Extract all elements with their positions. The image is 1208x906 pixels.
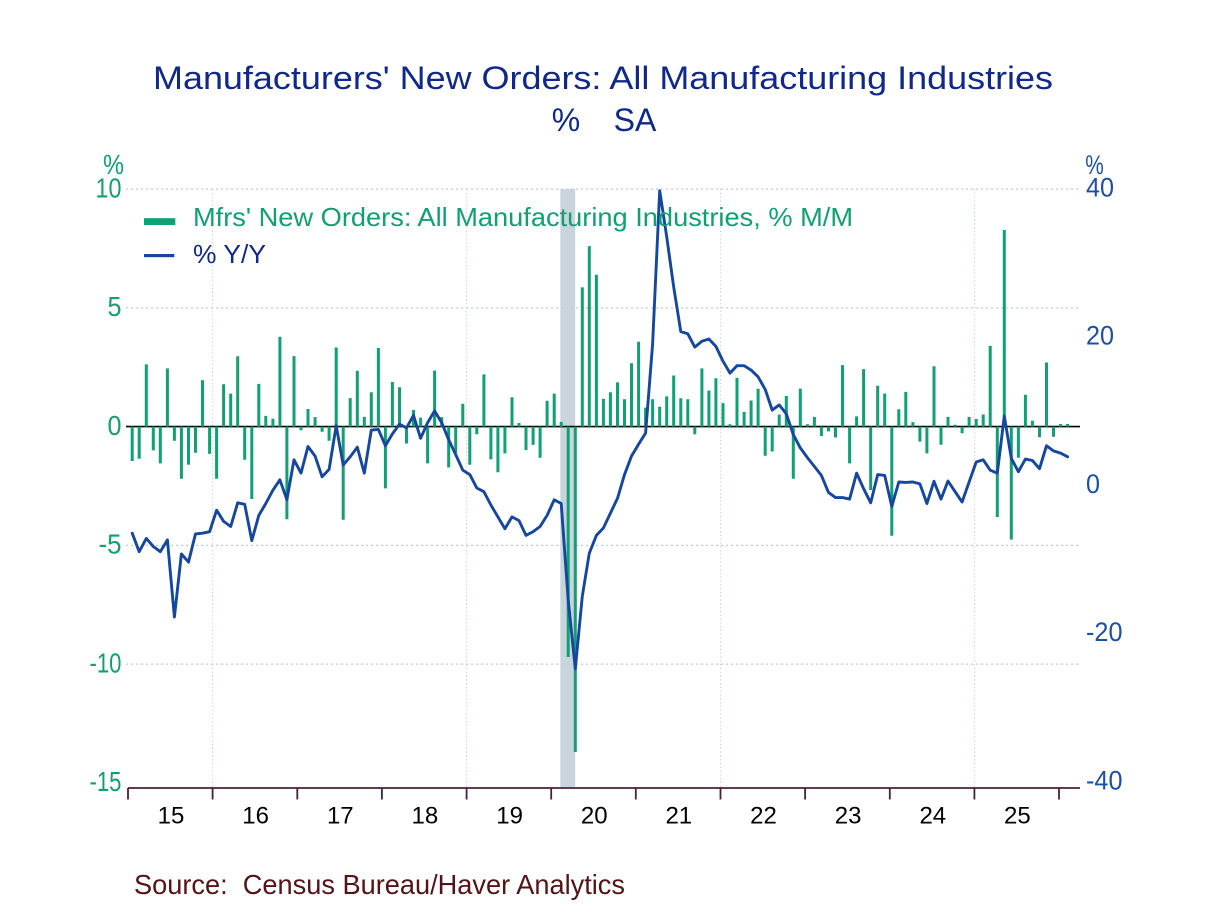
svg-text:% Y/Y: % Y/Y: [193, 239, 266, 269]
svg-text:40: 40: [1086, 172, 1114, 202]
svg-text:22: 22: [750, 803, 777, 830]
svg-text:23: 23: [835, 803, 862, 830]
svg-text:Manufacturers' New Orders: All: Manufacturers' New Orders: All Manufactu…: [153, 60, 1053, 96]
svg-text:-5: -5: [99, 529, 122, 560]
svg-text:%: %: [1085, 150, 1104, 180]
svg-text:19: 19: [496, 803, 523, 830]
svg-text:18: 18: [412, 803, 439, 830]
svg-text:21: 21: [665, 803, 692, 830]
svg-text:20: 20: [1086, 321, 1114, 351]
svg-text:%: %: [552, 102, 580, 138]
svg-text:SA: SA: [614, 102, 657, 138]
svg-text:-40: -40: [1086, 765, 1123, 795]
svg-text:10: 10: [96, 172, 122, 203]
svg-text:25: 25: [1004, 803, 1031, 830]
svg-text:24: 24: [919, 803, 946, 830]
svg-text:20: 20: [581, 803, 608, 830]
svg-text:0: 0: [108, 410, 122, 441]
svg-text:15: 15: [158, 803, 185, 830]
svg-text:-15: -15: [90, 766, 122, 797]
svg-text:%: %: [103, 149, 124, 180]
svg-text:17: 17: [327, 803, 354, 830]
svg-text:5: 5: [108, 291, 122, 322]
svg-text:-10: -10: [90, 647, 122, 678]
svg-text:Mfrs' New Orders: All Manufact: Mfrs' New Orders: All Manufacturing Indu…: [193, 202, 853, 232]
svg-text:0: 0: [1086, 469, 1100, 499]
svg-text:16: 16: [242, 803, 269, 830]
svg-text:Source: Census Bureau/Haver A: Source: Census Bureau/Haver Analytics: [134, 869, 625, 900]
svg-text:-20: -20: [1086, 617, 1123, 647]
